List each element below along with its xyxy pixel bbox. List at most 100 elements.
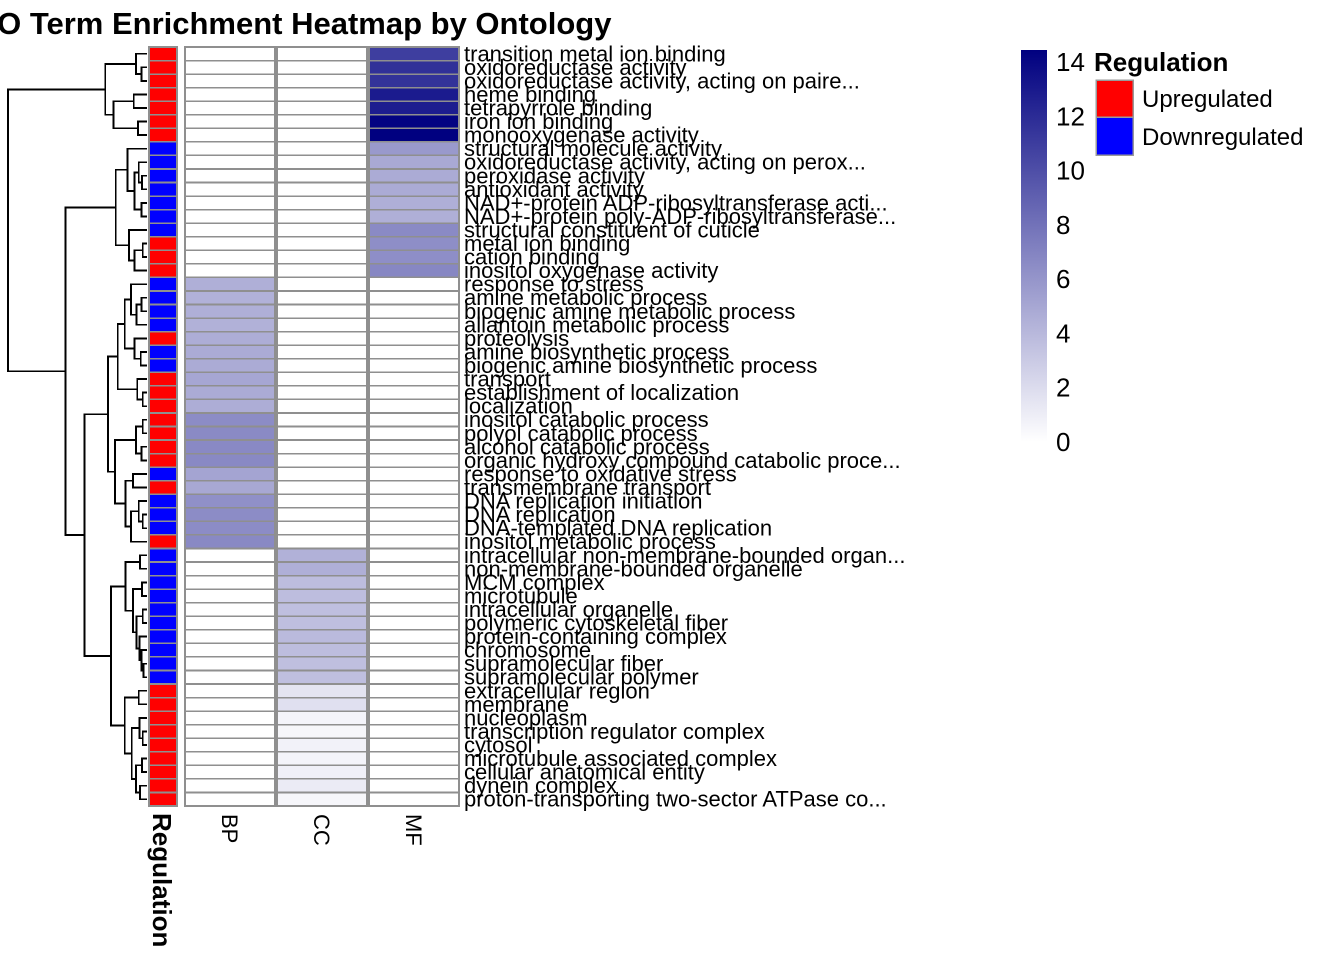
annotation-cell [148, 276, 178, 292]
heatmap-cell [184, 195, 276, 211]
heatmap-cell [184, 439, 276, 455]
regulation-legend-title: Regulation [1094, 47, 1228, 77]
annotation-cell [148, 479, 178, 496]
annotation-cell [148, 398, 178, 414]
heatmap-cell [368, 290, 460, 306]
heatmap-cell [276, 208, 368, 224]
heatmap-cell [368, 86, 460, 103]
heatmap-cell [276, 222, 368, 238]
heatmap-cell [368, 656, 460, 672]
annotation-cell [148, 493, 178, 509]
heatmap-cell [184, 208, 276, 224]
heatmap-cell [368, 764, 460, 780]
heatmap-cell [368, 642, 460, 658]
row-label: cytosol [464, 733, 532, 758]
heatmap-cell [368, 534, 460, 550]
heatmap-cell [184, 317, 276, 333]
annotation-cell [148, 778, 178, 794]
row-label: intracellular non-membrane-bounded organ… [464, 543, 905, 568]
row-label: inositol catabolic process [464, 407, 709, 432]
heatmap-cell [276, 534, 368, 550]
annotation-cell [148, 46, 178, 62]
heatmap-cell [368, 385, 460, 401]
heatmap-cell [276, 656, 368, 672]
heatmap-cell [368, 195, 460, 211]
heatmap-cell [276, 764, 368, 780]
heatmap-cell [276, 628, 368, 645]
row-label: heme binding [464, 82, 596, 107]
heatmap-cell [184, 588, 276, 604]
column-labels: BP CC MF [217, 814, 426, 846]
heatmap-cell [368, 425, 460, 441]
heatmap-grid [148, 46, 460, 807]
annotation-cell [148, 344, 178, 360]
heatmap-cell [184, 357, 276, 374]
colorbar-ticks: 14 12 10 8 6 4 2 0 [1056, 47, 1085, 457]
row-label: transition metal ion binding [464, 41, 726, 66]
heatmap-cell [276, 154, 368, 170]
heatmap-cell [184, 303, 276, 319]
row-label: oxidoreductase activity, acting on paire… [464, 68, 860, 93]
heatmap-cell [184, 452, 276, 468]
heatmap-cell [368, 669, 460, 685]
heatmap-cell [368, 778, 460, 794]
row-label: supramolecular polymer [464, 665, 699, 690]
annotation-cell [148, 303, 178, 319]
annotation-cell [148, 330, 178, 346]
heatmap-cell [368, 520, 460, 536]
heatmap-cell [368, 222, 460, 238]
annotation-cell [148, 73, 178, 89]
heatmap-cell [276, 127, 368, 143]
annotation-cell [148, 466, 178, 482]
heatmap-cell [184, 615, 276, 631]
annotation-cell [148, 656, 178, 672]
heatmap-cell [276, 235, 368, 252]
row-label: amine metabolic process [464, 285, 707, 310]
heatmap-cell [184, 791, 276, 807]
row-label: response to stress [464, 272, 644, 297]
heatmap-cell [276, 750, 368, 767]
row-label: NAD+-protein ADP-ribosyltransferase acti… [464, 190, 888, 215]
heatmap-cell [276, 547, 368, 563]
annotation-cell [148, 208, 178, 224]
annotation-cell [148, 371, 178, 387]
row-label: inositol metabolic process [464, 529, 716, 554]
annotation-cell [148, 696, 178, 712]
heatmap-cell [276, 466, 368, 482]
heatmap-cell [276, 113, 368, 130]
heatmap-cell [276, 371, 368, 387]
heatmap-cell [368, 276, 460, 292]
row-label: establishment of localization [464, 380, 739, 405]
heatmap-cell [368, 235, 460, 252]
annotation-cell [148, 113, 178, 130]
heatmap-cell [276, 425, 368, 441]
heatmap-cell [184, 750, 276, 767]
heatmap-cell [368, 493, 460, 509]
heatmap-cell [368, 208, 460, 224]
heatmap-cell [368, 574, 460, 590]
heatmap-cell [276, 683, 368, 699]
colorbar-tick-label: 0 [1056, 427, 1070, 457]
heatmap-cell [368, 439, 460, 455]
annotation-column-label: Regulation [147, 813, 177, 947]
heatmap-cell [276, 344, 368, 360]
heatmap-cell [184, 764, 276, 780]
row-dendrogram [7, 52, 147, 801]
heatmap-cell [368, 615, 460, 631]
heatmap-cell [368, 398, 460, 414]
heatmap-cell [184, 561, 276, 577]
heatmap-cell [184, 86, 276, 103]
row-label: DNA-templated DNA replication [464, 516, 772, 541]
annotation-cell [148, 588, 178, 604]
annotation-cell [148, 723, 178, 740]
annotation-cell [148, 100, 178, 116]
heatmap-cell [276, 723, 368, 740]
annotation-cell [148, 290, 178, 306]
row-label: localization [464, 394, 573, 419]
heatmap-cell [184, 574, 276, 590]
heatmap-cell [368, 479, 460, 496]
annotation-cell [148, 683, 178, 699]
annotation-cell [148, 168, 178, 184]
